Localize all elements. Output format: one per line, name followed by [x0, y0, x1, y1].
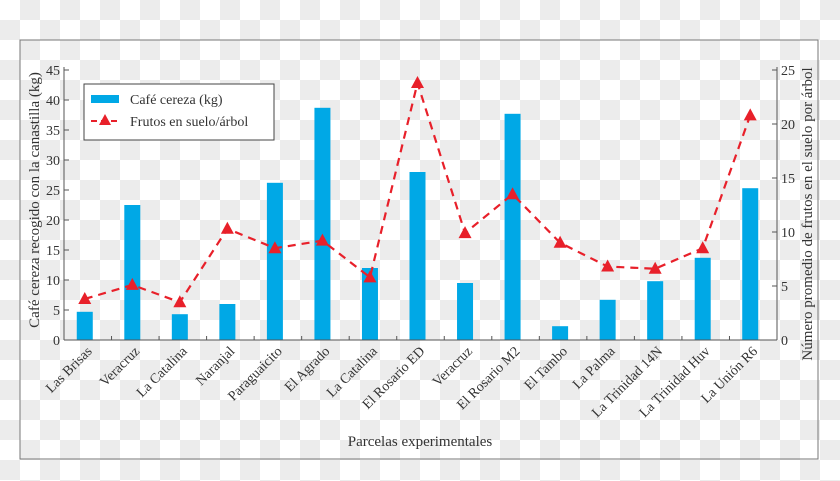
triangle-marker: [268, 241, 282, 254]
axes: 0 5 10 15 20 25 30 35 40 45 0 5 10 15 20 25: [46, 64, 795, 349]
y-tick-label: 5: [53, 304, 60, 319]
bar: [409, 172, 426, 340]
y-tick-label: 15: [46, 244, 60, 259]
triangle-marker: [601, 259, 615, 272]
triangle-marker: [315, 233, 329, 246]
y-tick-label: 20: [46, 214, 60, 229]
triangle-marker: [125, 277, 139, 290]
bar: [694, 257, 711, 340]
y-axis-label: Café cereza recogido con la canastilla (…: [27, 72, 43, 328]
triangle-marker: [220, 221, 234, 234]
bar: [171, 314, 188, 340]
y2-tick-label: 25: [781, 64, 795, 79]
y-tick-label: 40: [46, 94, 60, 109]
y-tick-label: 10: [46, 274, 60, 289]
bar: [314, 107, 331, 340]
y2-tick-label: 20: [781, 118, 795, 133]
bar: [361, 268, 378, 340]
bar: [76, 311, 93, 340]
bar: [742, 188, 759, 340]
legend-label-line: Frutos en suelo/árbol: [130, 115, 248, 130]
chart-frame: [19, 39, 819, 460]
legend-triangle-marker: [99, 114, 111, 125]
legend-box: [83, 83, 275, 141]
legend: Café cereza (kg) Frutos en suelo/árbol: [83, 83, 275, 141]
x-axis-label: Parcelas experimentales: [348, 434, 493, 450]
x-tick-label: Las Brisas: [43, 344, 95, 396]
y2-axis-label: Número promedio de frutos en el suelo po…: [800, 67, 816, 360]
y2-tick-label: 0: [781, 334, 788, 349]
y2-tick-label: 15: [781, 172, 795, 187]
triangle-marker: [173, 295, 187, 308]
triangle-marker: [363, 270, 377, 283]
bar: [219, 304, 236, 340]
bar: [124, 205, 141, 340]
triangle-marker: [458, 226, 472, 239]
triangle-marker: [648, 261, 662, 274]
legend-label-bars: Café cereza (kg): [130, 93, 223, 108]
triangle-marker: [411, 75, 424, 88]
y-tick-label: 45: [46, 64, 60, 79]
y2-tick-label: 5: [781, 280, 788, 295]
bar: [457, 283, 474, 340]
bar: [266, 182, 283, 340]
bar-series: [76, 107, 759, 340]
line-series: [78, 75, 757, 308]
triangle-marker: [506, 187, 520, 200]
y-tick-label: 0: [53, 334, 60, 349]
bar: [552, 326, 569, 340]
bar: [504, 113, 521, 340]
y-tick-label: 35: [46, 124, 60, 139]
triangle-marker: [743, 108, 757, 121]
x-tick-label: La Palma: [570, 344, 619, 393]
y-tick-label: 30: [46, 154, 60, 169]
y2-tick-label: 10: [781, 226, 795, 241]
triangle-marker: [696, 241, 710, 254]
x-tick-label: Naranjal: [194, 344, 239, 389]
triangle-marker: [553, 235, 567, 248]
bar: [599, 299, 616, 340]
bar: [647, 281, 664, 340]
triangle-marker: [78, 291, 92, 304]
legend-bar-swatch: [91, 95, 119, 103]
x-tick-label: El Tambo: [522, 344, 571, 393]
y-tick-label: 25: [46, 184, 60, 199]
x-tick-label: Veracruz: [430, 344, 476, 390]
x-tick-label: Veracruz: [97, 344, 143, 390]
x-tick-label: La Catalina: [134, 344, 191, 401]
